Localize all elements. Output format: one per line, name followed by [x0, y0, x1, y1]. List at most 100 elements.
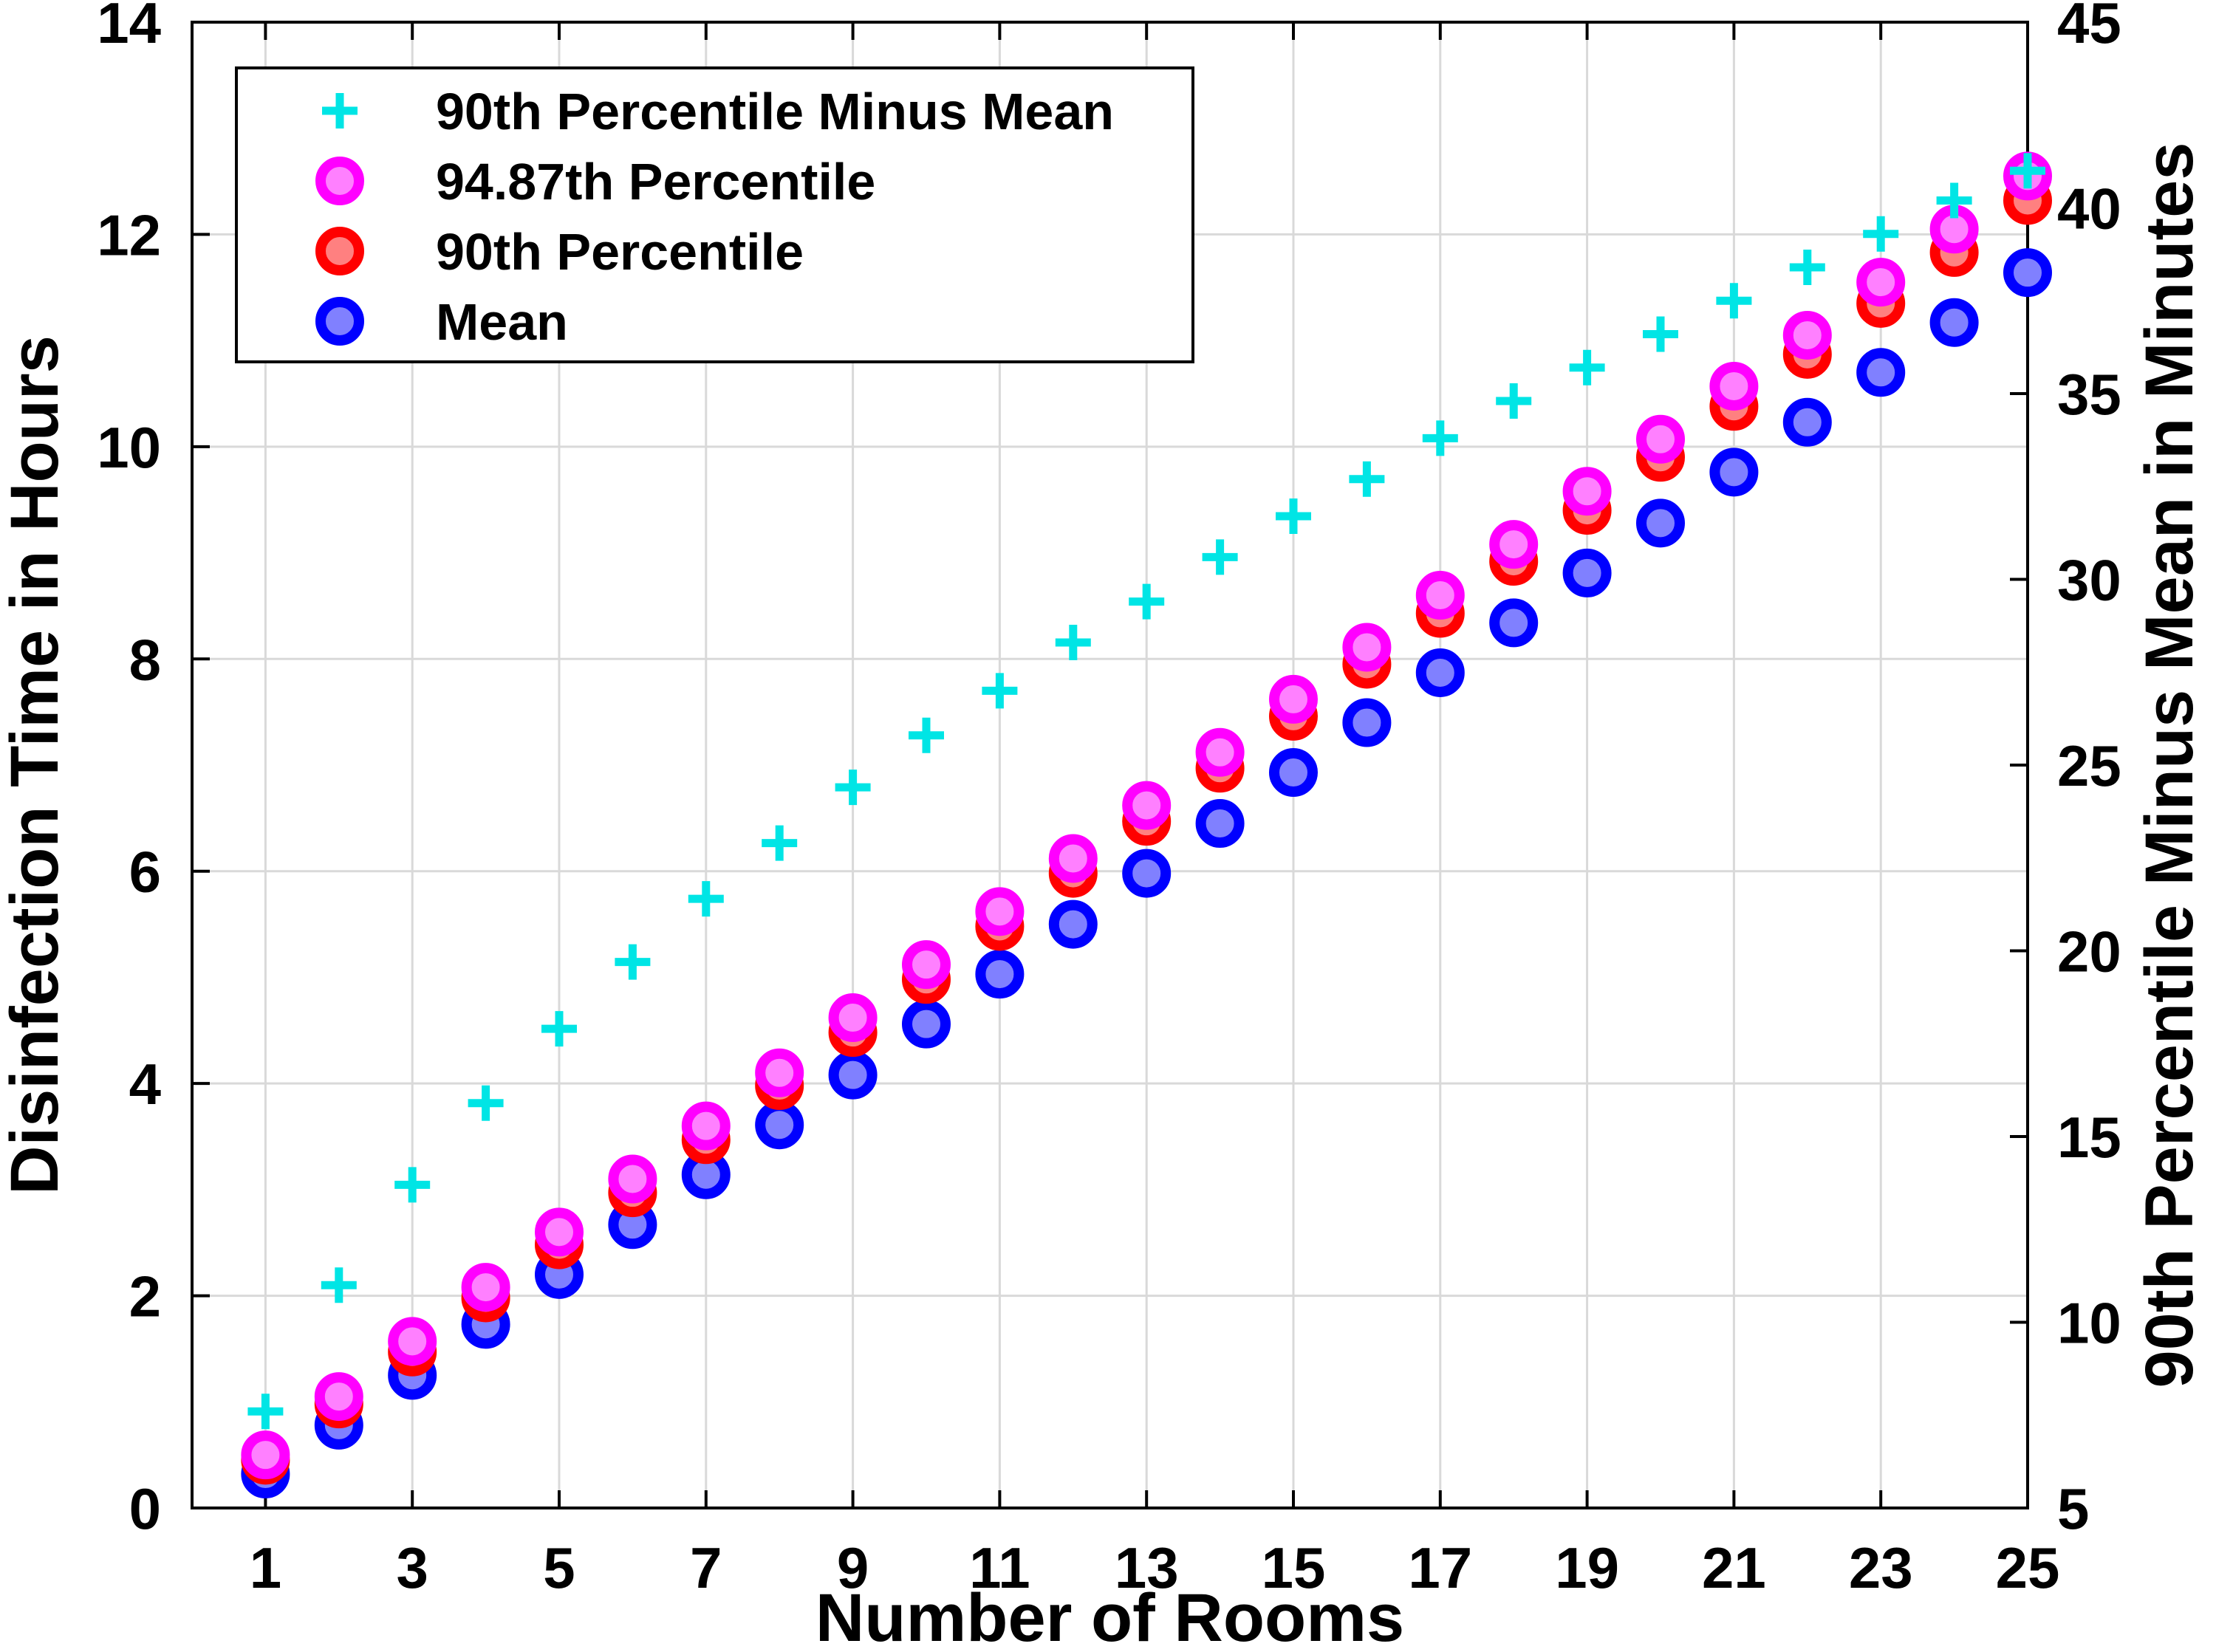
data-point [1422, 420, 1458, 456]
y-right-tick-label: 40 [2057, 176, 2121, 241]
data-point [1636, 414, 1685, 464]
y-tick-label: 0 [129, 1476, 161, 1541]
y-right-tick-label: 15 [2057, 1105, 2121, 1170]
legend: 90th Percentile Minus Mean 94.87th Percen… [235, 66, 1194, 363]
legend-label: 90th Percentile [436, 223, 804, 281]
data-point [688, 881, 724, 917]
data-point [828, 993, 878, 1043]
data-point [1489, 598, 1539, 648]
data-point [1415, 648, 1465, 697]
data-point [541, 1011, 577, 1047]
data-point [1415, 571, 1465, 620]
data-point [608, 1154, 657, 1204]
y-axis-right-label: 90th Percentile Minus Mean in Minutes [2132, 143, 2207, 1388]
data-point [247, 1394, 284, 1430]
data-point [755, 1100, 804, 1150]
x-tick-label: 7 [690, 1535, 722, 1600]
data-point [1349, 461, 1385, 497]
y-right-tick-label: 30 [2057, 548, 2121, 613]
legend-label: 94.87th Percentile [436, 153, 875, 210]
data-point [535, 1207, 584, 1257]
y-tick-label: 14 [97, 0, 161, 55]
data-point [1782, 397, 1832, 447]
data-point [902, 940, 951, 990]
data-point [394, 1167, 431, 1203]
x-tick-label: 15 [1262, 1535, 1326, 1600]
data-point [762, 825, 798, 861]
data-point [982, 673, 1018, 709]
x-tick-label: 25 [1996, 1535, 2060, 1600]
data-point [1342, 698, 1392, 747]
data-point [902, 999, 951, 1049]
y-tick-label: 10 [97, 415, 161, 480]
data-point [1562, 548, 1612, 597]
legend-label: 90th Percentile Minus Mean [436, 83, 1114, 140]
data-point [1269, 674, 1318, 724]
series-94-87th-percentile [241, 151, 2052, 1480]
legend-entry: 90th Percentile Minus Mean [322, 83, 1114, 140]
data-point [1863, 216, 1899, 252]
y-axis-left-ticks: 0 2 4 6 8 10 12 14 [97, 0, 210, 1541]
legend-entry: 90th Percentile [315, 223, 804, 281]
data-point [1489, 520, 1539, 569]
x-tick-label: 17 [1408, 1535, 1472, 1600]
data-point [1202, 539, 1238, 575]
y-axis-left-label: Disinfection Time in Hours [0, 335, 72, 1195]
y-tick-label: 6 [129, 840, 161, 905]
data-point [1269, 748, 1318, 798]
data-point [1195, 727, 1245, 777]
data-point [828, 1050, 878, 1100]
data-point [1856, 258, 1906, 307]
data-point [468, 1085, 504, 1121]
y-right-tick-label: 10 [2057, 1291, 2121, 1356]
legend-marker [315, 157, 364, 205]
data-point [2010, 153, 2045, 189]
y-axis-right-ticks: 5 10 15 20 25 30 35 40 45 [2010, 0, 2121, 1541]
data-point [461, 1263, 510, 1312]
legend-label: Mean [436, 293, 568, 351]
legend-entry: 94.87th Percentile [315, 153, 875, 210]
data-point [1856, 348, 1906, 397]
x-axis-label: Number of Rooms [815, 1580, 1404, 1652]
data-point [1709, 361, 1759, 411]
y-right-tick-label: 20 [2057, 919, 2121, 984]
x-tick-label: 1 [250, 1535, 281, 1600]
legend-marker [315, 297, 364, 346]
data-point [314, 1372, 363, 1422]
data-point [909, 717, 944, 753]
data-point [1496, 383, 1532, 419]
data-point [1048, 899, 1098, 949]
x-tick-label: 19 [1555, 1535, 1619, 1600]
x-tick-label: 3 [397, 1535, 428, 1600]
data-point [2003, 248, 2052, 298]
data-point [1562, 467, 1612, 516]
x-tick-label: 11 [969, 1535, 1030, 1600]
data-point [1716, 283, 1752, 319]
data-marks [241, 151, 2052, 1499]
data-point [1936, 182, 1972, 219]
data-point [1709, 448, 1759, 497]
x-tick-label: 23 [1849, 1535, 1913, 1600]
data-point [1929, 298, 1979, 347]
legend-marker [322, 93, 358, 128]
data-point [388, 1317, 437, 1366]
y-right-tick-label: 45 [2057, 0, 2121, 55]
data-point [321, 1267, 357, 1303]
legend-marker [315, 227, 364, 275]
data-point [1276, 498, 1311, 534]
data-point [1342, 623, 1392, 672]
data-point [1636, 498, 1685, 548]
x-tick-label: 9 [837, 1535, 869, 1600]
legend-entry: Mean [315, 293, 568, 351]
y-tick-label: 8 [129, 627, 161, 692]
y-right-tick-label: 5 [2057, 1476, 2089, 1541]
data-point [1122, 781, 1172, 830]
y-tick-label: 12 [97, 202, 161, 267]
y-right-tick-label: 35 [2057, 362, 2121, 427]
y-tick-label: 4 [129, 1052, 161, 1117]
data-point [615, 944, 651, 980]
y-right-tick-label: 25 [2057, 733, 2121, 798]
data-point [1048, 834, 1098, 883]
data-point [1122, 849, 1172, 898]
